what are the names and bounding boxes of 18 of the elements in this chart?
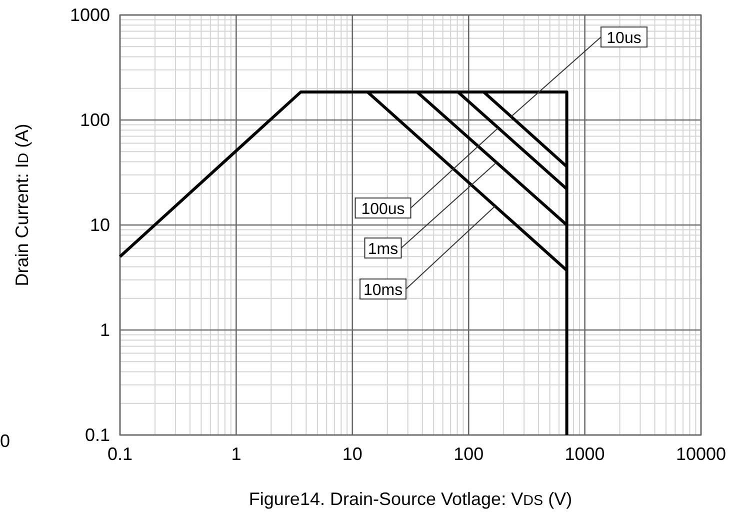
- x-tick-label: 0.1: [107, 444, 133, 464]
- x-tick-label: 100: [454, 444, 484, 464]
- y-tick-label: 10: [90, 215, 110, 235]
- x-tick-label: 1000: [564, 444, 605, 464]
- x-axis-title: Figure14. Drain-Source Votlage: VDS (V): [248, 489, 572, 509]
- y-axis-title: Drain Current: ID (A): [12, 124, 32, 286]
- text: 0: [0, 431, 10, 451]
- x-tick-label: 1: [231, 444, 242, 464]
- y-tick-label: 1000: [70, 5, 110, 25]
- text: 1ms: [368, 241, 398, 258]
- text: 100us: [361, 201, 405, 218]
- x-tick-label: 10: [342, 444, 362, 464]
- y-tick-label: 1: [100, 320, 110, 340]
- y-tick-label: 0.1: [84, 425, 110, 445]
- text: 10us: [606, 30, 642, 47]
- text: 10ms: [363, 282, 403, 299]
- x-tick-label: 10000: [676, 444, 726, 464]
- y-tick-label: 100: [80, 110, 110, 130]
